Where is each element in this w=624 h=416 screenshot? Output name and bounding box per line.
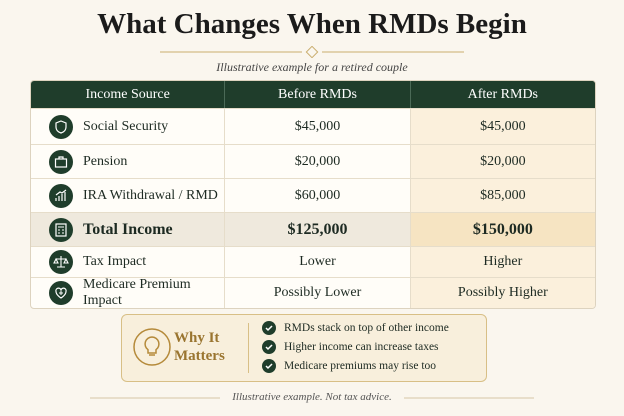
table-cell: $125,000 (224, 213, 409, 246)
cell-text: $20,000 (294, 153, 341, 169)
cell-text: Lower (299, 254, 336, 269)
header-cell: Income Source (85, 86, 170, 102)
table-cell: $60,000 (224, 179, 409, 212)
row-icon (49, 217, 73, 242)
table-cell: Pension (31, 145, 224, 178)
cell-text: $45,000 (480, 118, 526, 134)
footer: Illustrative example. Not tax advice. (232, 391, 392, 403)
table-row: Medicare Premium Impact Possibly Lower Pos… (31, 277, 595, 308)
table-row: IRA Withdrawal / RMD $60,000 $85,000 (31, 178, 595, 212)
cell-text: Higher (483, 254, 523, 269)
bulb-icon (133, 328, 171, 366)
table-cell: $45,000 (409, 109, 595, 144)
callout: Why It Matters RMDs stack on top of othe… (121, 314, 487, 382)
table-cell: Possibly Higher (409, 278, 595, 308)
header-cell: Before RMDs (224, 81, 410, 108)
cell-text: $150,000 (472, 220, 533, 238)
table-cell: Medicare Premium Impact (31, 277, 224, 308)
callout-point: RMDs stack on top of other income (262, 321, 449, 335)
table-cell: $150,000 (409, 213, 595, 246)
table-cell: Higher (409, 247, 595, 277)
title: What Changes When RMDs Begin (97, 8, 527, 40)
total-row: Total Income $125,000 $150,000 (31, 212, 595, 246)
check-icon (262, 321, 276, 335)
table-cell: $20,000 (409, 145, 595, 178)
subtitle: Illustrative example for a retired coupl… (216, 60, 408, 74)
table-row: Pension $20,000 $20,000 (31, 144, 595, 178)
cell-text: Social Security (83, 118, 169, 134)
header-cell: After RMDs (409, 81, 595, 108)
cell-text: Possibly Lower (273, 285, 362, 300)
cell-text: Total Income (83, 220, 173, 238)
table: Income Source Before RMDs After RMDs Social… (30, 80, 596, 309)
cell-text: Tax Impact (83, 254, 147, 269)
table-row: Social Security $45,000 $45,000 (31, 108, 595, 144)
callout-point-text: Medicare premiums may rise too (284, 360, 437, 372)
cell-text: Possibly Higher (457, 285, 548, 300)
cell-text: $125,000 (287, 220, 348, 238)
callout-point: Higher income can increase taxes (262, 340, 439, 354)
callout-point: Medicare premiums may rise too (262, 359, 436, 373)
table-cell: Total Income (31, 213, 224, 246)
table-cell: IRA Withdrawal / RMD (31, 179, 224, 212)
cell-text: $85,000 (480, 187, 526, 203)
cell-text: Pension (83, 153, 128, 169)
table-cell: Tax Impact (31, 247, 224, 277)
callout-point-text: RMDs stack on top of other income (284, 322, 449, 334)
cell-text: $45,000 (294, 118, 341, 134)
callout-divider (248, 323, 249, 373)
cell-text: $20,000 (480, 153, 526, 169)
table-cell: Possibly Lower (224, 278, 409, 308)
row-icon (49, 114, 73, 139)
table-cell: $45,000 (224, 109, 409, 144)
table-cell: $20,000 (224, 145, 409, 178)
row-icon (49, 250, 73, 274)
row-icon (49, 149, 73, 174)
table-row: Tax Impact Lower Higher (31, 246, 595, 277)
divider (160, 46, 464, 58)
table-cell: Lower (224, 247, 409, 277)
header-row: Income Source Before RMDs After RMDs (31, 81, 595, 108)
row-icon (49, 183, 73, 208)
cell-text: IRA Withdrawal / RMD (83, 187, 218, 203)
callout-point-text: Higher income can increase taxes (284, 341, 439, 353)
check-icon (262, 340, 276, 354)
footer-rule (90, 397, 534, 399)
cell-text: Medicare Premium Impact (83, 277, 191, 308)
cell-text: $60,000 (294, 187, 341, 203)
row-icon (49, 281, 73, 305)
table-cell: Social Security (31, 109, 224, 144)
check-icon (262, 359, 276, 373)
callout-title: Why It Matters (174, 330, 225, 364)
table-cell: $85,000 (409, 179, 595, 212)
